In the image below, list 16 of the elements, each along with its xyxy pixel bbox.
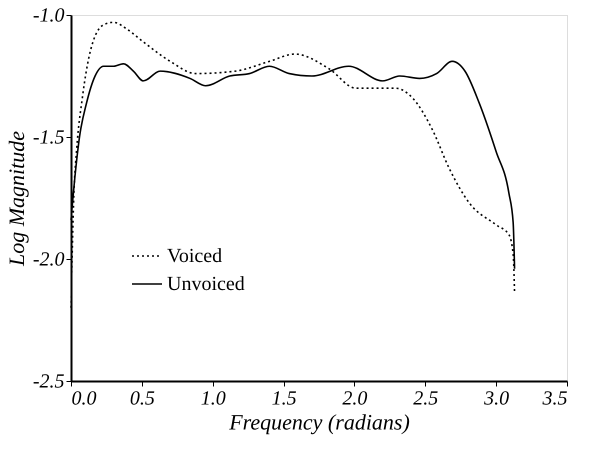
x-tick-label: 2.0: [342, 388, 368, 410]
y-tick-label: -2.5: [32, 370, 64, 392]
x-tick-label: 3.5: [542, 388, 568, 410]
legend-label: Voiced: [167, 245, 222, 267]
legend-label: Unvoiced: [167, 273, 245, 295]
y-tick-label: -1.5: [32, 126, 64, 148]
x-tick-label: 0.5: [130, 388, 155, 410]
y-axis-title: Log Magnitude: [4, 130, 29, 268]
y-tick-label: -2.0: [32, 248, 64, 270]
x-axis-title: Frequency (radians): [228, 410, 410, 434]
x-tick-label: 3.0: [483, 388, 510, 410]
y-tick-label: -1.0: [32, 4, 64, 26]
x-tick-label: 0.0: [72, 388, 96, 410]
x-tick-label: 1.5: [272, 388, 297, 410]
x-tick-label: 2.5: [413, 388, 438, 410]
x-tick-label: 1.0: [200, 388, 226, 410]
